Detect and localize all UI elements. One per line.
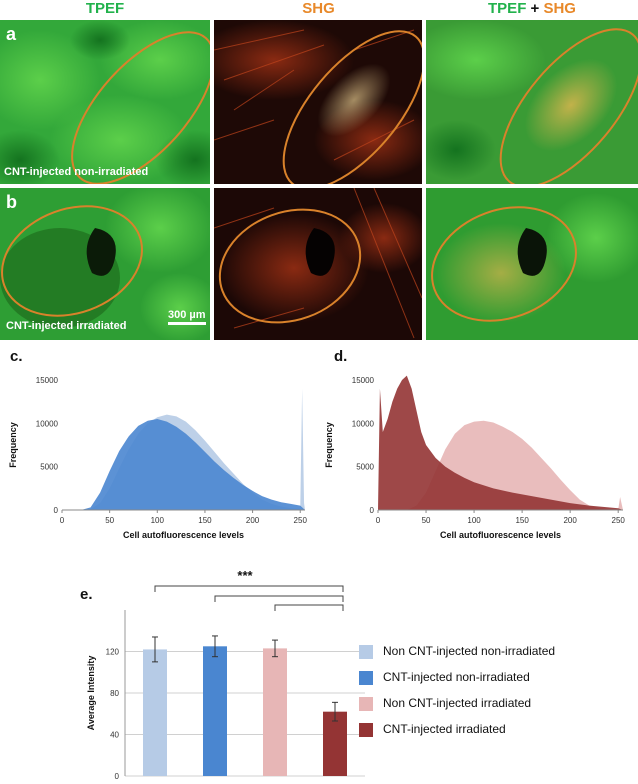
panel-b-tpef: b CNT-injected irradiated 300 µm bbox=[0, 188, 210, 340]
significance-stars: *** bbox=[237, 568, 253, 583]
bar bbox=[203, 646, 227, 776]
merge-image-b bbox=[426, 188, 638, 340]
panel-a-shg bbox=[214, 20, 422, 184]
bar bbox=[323, 711, 347, 776]
panel-a-merge bbox=[426, 20, 638, 184]
y-tick-label: 10000 bbox=[36, 419, 59, 428]
x-tick-label: 50 bbox=[105, 516, 114, 525]
y-tick-label: 0 bbox=[54, 506, 59, 515]
row-caption-b: CNT-injected irradiated bbox=[6, 320, 127, 332]
series-area bbox=[62, 419, 305, 510]
x-tick-label: 150 bbox=[198, 516, 212, 525]
row-label-a: a bbox=[6, 24, 17, 44]
panel-label-d: d. bbox=[334, 348, 348, 365]
scale-bar-label: 300 µm bbox=[168, 309, 206, 321]
header-merge-plus: + bbox=[530, 0, 540, 17]
legend-item: Non CNT-injected irradiated bbox=[359, 696, 532, 711]
y-axis-title: Frequency bbox=[8, 422, 18, 468]
series-area bbox=[378, 375, 623, 510]
legend-item: CNT-injected non-irradiated bbox=[359, 670, 530, 685]
histogram-d: 0 50 100 150 200 250 0 5000 10000 15000 Cell autof… bbox=[324, 375, 626, 540]
x-tick-label: 0 bbox=[60, 516, 65, 525]
x-tick-label: 200 bbox=[563, 516, 577, 525]
shg-image-b bbox=[214, 188, 422, 340]
legend-item: Non CNT-injected non-irradiated bbox=[359, 644, 556, 659]
shg-image-a bbox=[214, 20, 422, 184]
y-tick-label: 40 bbox=[110, 731, 119, 740]
x-tick-label: 250 bbox=[294, 516, 308, 525]
tpef-image-b bbox=[0, 188, 210, 340]
y-tick-label: 15000 bbox=[36, 376, 59, 385]
y-tick-label: 5000 bbox=[356, 463, 374, 472]
merge-image-a bbox=[426, 20, 638, 184]
y-tick-label: 5000 bbox=[40, 463, 58, 472]
legend-label: Non CNT-injected irradiated bbox=[383, 696, 532, 710]
legend-swatch bbox=[359, 723, 373, 737]
panel-label-c: c. bbox=[10, 348, 23, 365]
x-tick-label: 100 bbox=[467, 516, 481, 525]
panel-b-merge bbox=[426, 188, 638, 340]
header-shg: SHG bbox=[302, 0, 335, 17]
legend-swatch bbox=[359, 645, 373, 659]
header-tpef: TPEF bbox=[85, 0, 125, 17]
y-axis-title: Average Intensity bbox=[86, 656, 96, 731]
significance-bracket bbox=[214, 595, 344, 602]
row-caption-a: CNT-injected non-irradiated bbox=[4, 166, 149, 178]
x-tick-label: 200 bbox=[246, 516, 260, 525]
legend-label: Non CNT-injected non-irradiated bbox=[383, 644, 556, 658]
legend-label: CNT-injected irradiated bbox=[383, 722, 506, 736]
panel-label-e: e. bbox=[80, 586, 93, 603]
panel-b-shg bbox=[214, 188, 422, 340]
legend-swatch bbox=[359, 671, 373, 685]
panel-a-tpef: a CNT-injected non-irradiated bbox=[0, 20, 210, 184]
scale-bar bbox=[168, 322, 206, 325]
row-label-b: b bbox=[6, 192, 17, 212]
tpef-image-a bbox=[0, 20, 210, 184]
y-tick-label: 0 bbox=[370, 506, 375, 515]
y-axis-title: Frequency bbox=[324, 422, 334, 468]
x-tick-label: 50 bbox=[422, 516, 431, 525]
header-merge: TPEF + SHG bbox=[426, 0, 638, 17]
x-axis-title: Cell autofluorescence levels bbox=[123, 530, 244, 540]
histogram-c: 0 50 100 150 200 250 0 5000 10000 15000 Cell autof… bbox=[8, 376, 308, 540]
header-merge-tpef: TPEF bbox=[488, 0, 527, 17]
legend-item: CNT-injected irradiated bbox=[359, 722, 506, 737]
significance-bracket bbox=[154, 585, 344, 592]
x-tick-label: 100 bbox=[151, 516, 165, 525]
x-tick-label: 150 bbox=[515, 516, 529, 525]
x-tick-label: 250 bbox=[612, 516, 626, 525]
legend-label: CNT-injected non-irradiated bbox=[383, 670, 530, 684]
y-tick-label: 10000 bbox=[352, 419, 375, 428]
y-tick-label: 15000 bbox=[352, 376, 375, 385]
bar bbox=[263, 648, 287, 776]
x-tick-label: 0 bbox=[376, 516, 381, 525]
bar-chart-e: 0 40 80 120 *** Average Intensity bbox=[86, 568, 365, 781]
legend-swatch bbox=[359, 697, 373, 711]
bar bbox=[143, 649, 167, 776]
y-tick-label: 120 bbox=[106, 648, 120, 657]
x-axis-title: Cell autofluorescence levels bbox=[440, 530, 561, 540]
y-tick-label: 0 bbox=[115, 772, 120, 781]
significance-bracket bbox=[274, 604, 344, 611]
y-tick-label: 80 bbox=[110, 689, 119, 698]
header-merge-shg: SHG bbox=[543, 0, 576, 17]
